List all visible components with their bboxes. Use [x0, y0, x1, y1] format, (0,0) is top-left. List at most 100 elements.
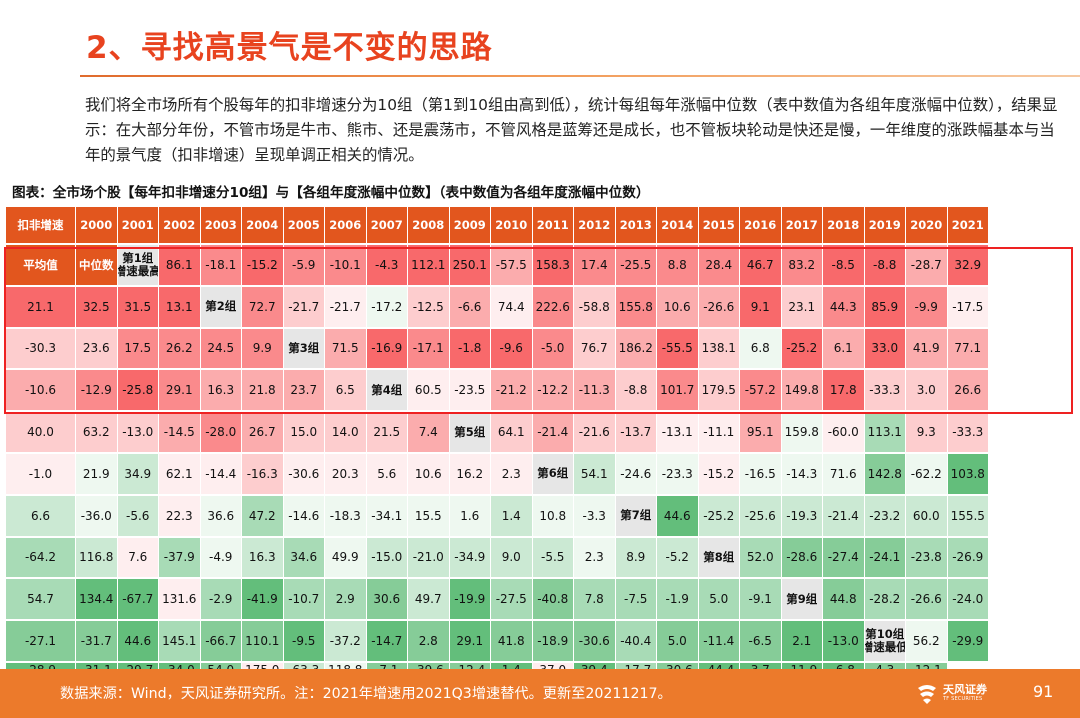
table-cell: -41.9 [242, 579, 284, 622]
table-cell: 6.8 [740, 328, 782, 371]
row-label-group: 第9组 [786, 591, 818, 606]
table-cell: -21.2 [491, 370, 533, 413]
row-label: 第9组 [781, 579, 823, 622]
table-cell: 23.1 [781, 286, 823, 329]
column-header: 平均值 [6, 245, 76, 287]
column-header: 2006 [325, 207, 367, 245]
table-cell: 44.3 [823, 286, 865, 329]
table-cell: -8.8 [864, 245, 906, 287]
table-cell: 41.8 [491, 621, 533, 663]
table-cell: 40.0 [6, 412, 76, 454]
row-label-group: 第5组 [454, 424, 486, 439]
table-cell: -5.0 [532, 328, 574, 371]
column-header: 2014 [657, 207, 699, 245]
table-cell: -21.6 [574, 412, 616, 454]
table-cell: -34.1 [366, 495, 408, 538]
table-cell: -17.2 [366, 286, 408, 329]
table-cell: -4.9 [200, 537, 242, 580]
column-header: 2002 [159, 207, 201, 245]
column-header: 2015 [698, 207, 740, 245]
table-cell: 2.3 [491, 453, 533, 496]
table-cell: -14.7 [366, 621, 408, 663]
table-cell: 6.6 [6, 495, 76, 538]
column-header: 2001 [117, 207, 159, 245]
column-header: 2013 [615, 207, 657, 245]
table-cell: 250.1 [449, 245, 491, 287]
table-cell: -18.9 [532, 621, 574, 663]
table-cell: -14.6 [283, 495, 325, 538]
table-cell: -5.9 [283, 245, 325, 287]
table-cell: -5.6 [117, 495, 159, 538]
row-label: 第4组 [366, 370, 408, 413]
table-cell: 17.4 [574, 245, 616, 287]
table-cell: 83.2 [781, 245, 823, 287]
table-cell: 30.6 [366, 579, 408, 622]
table-cell: 1.4 [491, 495, 533, 538]
table-cell: 41.9 [906, 328, 948, 371]
column-header: 2021 [947, 207, 989, 245]
table-cell: 95.1 [740, 412, 782, 454]
table-cell: 2.9 [325, 579, 367, 622]
table-cell: -14.5 [159, 412, 201, 454]
table-cell: -14.4 [200, 453, 242, 496]
table-cell: -1.0 [6, 453, 76, 496]
table-cell: 26.2 [159, 328, 201, 371]
table-cell: -9.9 [906, 286, 948, 329]
column-header: 2009 [449, 207, 491, 245]
table-cell: 101.7 [657, 370, 699, 413]
company-logo: 天风证券 TF SECURITIES [914, 680, 987, 706]
table-cell: -11.3 [574, 370, 616, 413]
table-cell: -7.5 [615, 579, 657, 622]
column-header: 2003 [200, 207, 242, 245]
table-cell: 21.1 [6, 286, 76, 329]
table-cell: -2.9 [200, 579, 242, 622]
table-cell: 15.0 [283, 412, 325, 454]
table-cell: 60.0 [906, 495, 948, 538]
table-cell: -31.7 [76, 621, 118, 663]
table-cell: 22.3 [159, 495, 201, 538]
table-cell: 2.3 [574, 537, 616, 580]
title-bar: 2、寻找高景气是不变的思路 [0, 0, 1080, 82]
table-cell: 62.1 [159, 453, 201, 496]
table-cell: -9.6 [491, 328, 533, 371]
table-cell: -26.6 [906, 579, 948, 622]
table-cell: 155.5 [947, 495, 989, 538]
table-cell: 134.4 [76, 579, 118, 622]
table-cell: 21.5 [366, 412, 408, 454]
table-cell: 17.5 [117, 328, 159, 371]
column-header: 2018 [823, 207, 865, 245]
table-title: 图表：全市场个股【每年扣非增速分10组】与【各组年度涨幅中位数】（表中数值为各组… [12, 185, 650, 201]
column-header: 2000 [76, 207, 118, 245]
page-number: 91 [1033, 682, 1054, 701]
row-label-group: 第1组 [122, 250, 154, 265]
table-cell: 6.5 [325, 370, 367, 413]
table-cell: 110.1 [242, 621, 284, 663]
table-cell: 9.0 [491, 537, 533, 580]
table-cell: -40.8 [532, 579, 574, 622]
table-cell: 9.3 [906, 412, 948, 454]
table-cell: 29.1 [159, 370, 201, 413]
table-cell: -13.7 [615, 412, 657, 454]
table-cell: 24.5 [200, 328, 242, 371]
table-cell: -64.2 [6, 537, 76, 580]
table-cell: 49.7 [408, 579, 450, 622]
table-cell: 60.5 [408, 370, 450, 413]
table-cell: -17.1 [408, 328, 450, 371]
table-cell: 5.0 [657, 621, 699, 663]
table-cell: 7.8 [574, 579, 616, 622]
table-cell: -33.3 [864, 370, 906, 413]
table-cell: 86.1 [159, 245, 201, 287]
table-cell: -30.6 [574, 621, 616, 663]
table-cell: -28.2 [864, 579, 906, 622]
table-cell: -1.9 [657, 579, 699, 622]
table-cell: -67.7 [117, 579, 159, 622]
row-label: 第2组 [200, 286, 242, 329]
table-cell: -58.8 [574, 286, 616, 329]
intro-paragraph: 我们将全市场所有个股每年的扣非增速分为10组（第1到10组由高到低），统计每组每… [85, 96, 1058, 164]
table-cell: 14.0 [325, 412, 367, 454]
row-label-note: (增速最高) [118, 263, 159, 278]
logo-icon [918, 685, 936, 704]
table-cell: -3.3 [574, 495, 616, 538]
table-cell: 36.6 [200, 495, 242, 538]
row-label: 第10组(增速最低) [864, 621, 906, 663]
